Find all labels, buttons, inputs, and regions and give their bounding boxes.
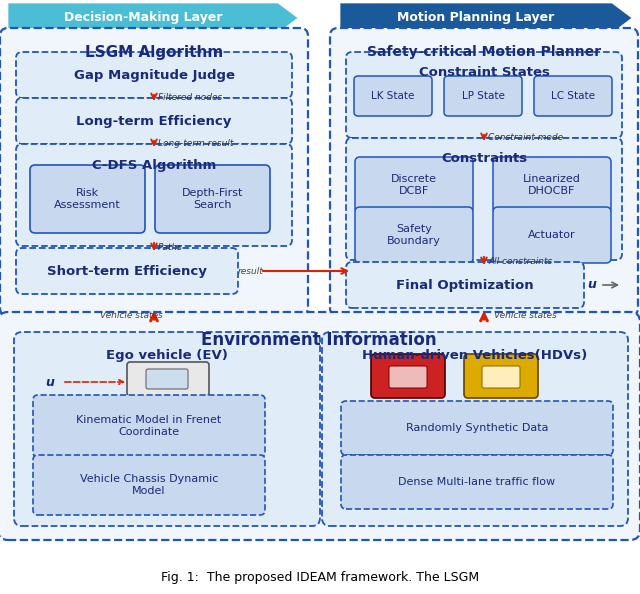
FancyBboxPatch shape (155, 165, 270, 233)
Text: Safety
Boundary: Safety Boundary (387, 224, 441, 246)
Text: Fig. 1:  The proposed IDEAM framework. The LSGM: Fig. 1: The proposed IDEAM framework. Th… (161, 571, 479, 584)
Text: Actuator: Actuator (528, 230, 576, 240)
FancyBboxPatch shape (0, 28, 308, 316)
FancyBboxPatch shape (341, 401, 613, 455)
Text: Discrete
DCBF: Discrete DCBF (391, 174, 437, 196)
FancyBboxPatch shape (30, 165, 145, 233)
Text: LP State: LP State (461, 91, 504, 101)
Text: Dense Multi-lane traffic flow: Dense Multi-lane traffic flow (399, 477, 556, 487)
Text: Constraint States: Constraint States (419, 67, 549, 80)
FancyBboxPatch shape (14, 332, 320, 526)
Polygon shape (8, 3, 298, 33)
FancyBboxPatch shape (355, 157, 473, 213)
Text: Constraints: Constraints (441, 153, 527, 166)
FancyBboxPatch shape (16, 98, 292, 144)
FancyBboxPatch shape (493, 207, 611, 263)
Text: Depth-First
Search: Depth-First Search (182, 188, 243, 210)
FancyBboxPatch shape (346, 138, 622, 260)
FancyBboxPatch shape (0, 312, 640, 540)
Text: Environment Information: Environment Information (201, 331, 437, 349)
FancyBboxPatch shape (146, 369, 188, 389)
Text: Constraint mode: Constraint mode (488, 134, 563, 143)
Text: Linearized
DHOCBF: Linearized DHOCBF (523, 174, 581, 196)
Text: Vehicle states: Vehicle states (100, 311, 163, 321)
Text: Gap Magnitude Judge: Gap Magnitude Judge (74, 68, 234, 81)
FancyBboxPatch shape (354, 76, 432, 116)
Text: Paths: Paths (158, 242, 183, 251)
Text: Kinematic Model in Frenet
Coordinate: Kinematic Model in Frenet Coordinate (76, 415, 221, 437)
FancyBboxPatch shape (355, 207, 473, 263)
Text: Motion Planning Layer: Motion Planning Layer (397, 11, 555, 24)
FancyBboxPatch shape (444, 76, 522, 116)
FancyBboxPatch shape (33, 395, 265, 457)
FancyBboxPatch shape (482, 366, 520, 388)
FancyBboxPatch shape (389, 366, 427, 388)
Text: Long-term Efficiency: Long-term Efficiency (76, 115, 232, 128)
Text: Vehicle states: Vehicle states (494, 311, 557, 321)
FancyBboxPatch shape (346, 52, 622, 138)
Text: Safety-critical Motion Planner: Safety-critical Motion Planner (367, 45, 601, 59)
Polygon shape (340, 3, 632, 33)
FancyBboxPatch shape (330, 28, 638, 316)
Text: LK State: LK State (371, 91, 415, 101)
Text: Long-term result: Long-term result (158, 140, 234, 148)
FancyBboxPatch shape (464, 354, 538, 398)
FancyBboxPatch shape (16, 248, 238, 294)
Text: Final Optimization: Final Optimization (396, 279, 534, 292)
Text: Short-term Efficiency: Short-term Efficiency (47, 264, 207, 277)
Text: Ego vehicle (EV): Ego vehicle (EV) (106, 349, 228, 362)
Text: Risk
Assessment: Risk Assessment (54, 188, 121, 210)
Text: C-DFS Algorithm: C-DFS Algorithm (92, 159, 216, 172)
Text: Decision-Making Layer: Decision-Making Layer (64, 11, 222, 24)
Text: Human-driven Vehicles(HDVs): Human-driven Vehicles(HDVs) (362, 349, 588, 362)
Text: u: u (588, 279, 596, 292)
Text: LC State: LC State (551, 91, 595, 101)
Text: All constraints: All constraints (488, 257, 552, 266)
Text: Vehicle Chassis Dynamic
Model: Vehicle Chassis Dynamic Model (80, 474, 218, 496)
Text: Randomly Synthetic Data: Randomly Synthetic Data (406, 423, 548, 433)
FancyBboxPatch shape (33, 455, 265, 515)
FancyBboxPatch shape (493, 157, 611, 213)
FancyBboxPatch shape (16, 52, 292, 98)
Text: Filtered nodes: Filtered nodes (158, 93, 222, 103)
FancyBboxPatch shape (127, 362, 209, 396)
FancyBboxPatch shape (322, 332, 628, 526)
FancyBboxPatch shape (534, 76, 612, 116)
FancyBboxPatch shape (371, 354, 445, 398)
FancyBboxPatch shape (341, 455, 613, 509)
Text: result: result (238, 267, 264, 276)
FancyBboxPatch shape (16, 144, 292, 246)
Text: LSGM Algorithm: LSGM Algorithm (85, 45, 223, 59)
Text: u: u (45, 375, 54, 388)
FancyBboxPatch shape (346, 262, 584, 308)
